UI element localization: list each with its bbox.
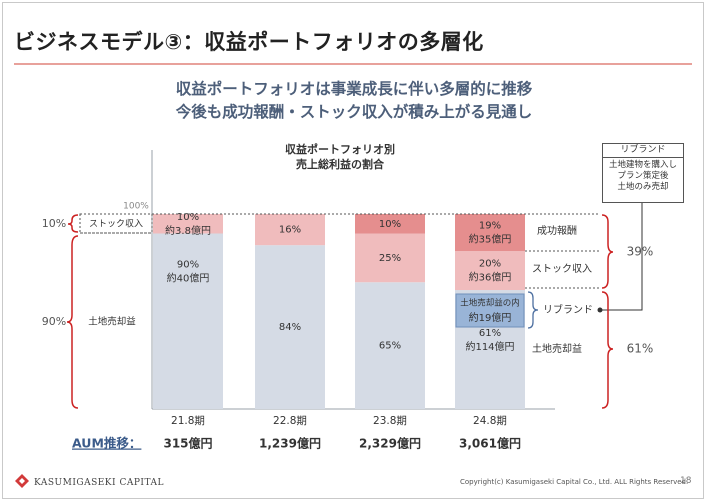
land-sale-segment-label: 65% xyxy=(379,341,401,352)
x-tick-label: 23.8期 xyxy=(373,415,407,427)
right-upper-pct: 39% xyxy=(627,245,654,259)
land-sale-segment-label-line-2: 約40億円 xyxy=(167,272,210,285)
rebrand-inner-box xyxy=(455,293,525,328)
success-fee-segment-bar xyxy=(355,214,425,234)
aum-value: 3,061億円 xyxy=(459,436,521,451)
headline-line-1: 収益ポートフォリオは事業成長に伴い多層的に推移 xyxy=(175,80,533,98)
right-stock-label: ストック収入 xyxy=(532,263,592,275)
title-underline xyxy=(14,63,692,65)
company-name: KASUMIGASEKI CAPITAL xyxy=(34,478,164,488)
stock-segment-bar xyxy=(455,251,525,291)
x-tick-label: 22.8期 xyxy=(273,415,307,427)
chart-title-line-1: 収益ポートフォリオ別 xyxy=(285,143,395,156)
rebrand-note-line-1: 土地建物を購入し xyxy=(608,160,677,170)
stock-segment-bar xyxy=(255,214,325,246)
aum-value: 1,239億円 xyxy=(259,436,321,451)
copyright-text: Copyright(c) Kasumigaseki Capital Co., L… xyxy=(460,478,689,486)
success-fee-segment-bar xyxy=(455,214,525,252)
stock-segment-label-line-1: 10% xyxy=(177,212,199,223)
rebrand-brace xyxy=(527,291,539,329)
left-land-label: 土地売却益 xyxy=(88,316,136,328)
success-fee-segment-label: 10% xyxy=(379,219,401,230)
aum-value: 315億円 xyxy=(163,436,212,451)
rebrand-inner-label-1: 土地売却益の内 xyxy=(460,298,520,309)
stock-segment-bar xyxy=(355,233,425,283)
right-brace-lower xyxy=(601,291,614,409)
success-fee-segment-label-line-1: 19% xyxy=(479,221,501,232)
right-lower-pct: 61% xyxy=(627,342,654,356)
rebrand-note-title: リブランド xyxy=(603,143,683,158)
company-logo-icon xyxy=(15,474,29,488)
rebrand-note-line-3: 土地のみ売却 xyxy=(617,182,669,192)
right-rebrand-label: リブランド xyxy=(543,303,593,316)
left-stock-label: ストック収入 xyxy=(89,218,143,230)
land-sale-segment-label-line-1: 61% xyxy=(479,328,501,339)
stock-segment-bar xyxy=(153,214,223,234)
aum-label: AUM推移： xyxy=(72,436,141,451)
rebrand-inner-label-2: 約19億円 xyxy=(469,311,512,324)
left-land-pct: 90% xyxy=(42,315,66,328)
slide-frame xyxy=(2,2,704,499)
stock-segment-label-line-1: 20% xyxy=(479,259,501,270)
left-stock-pct: 10% xyxy=(42,217,66,230)
stock-segment-label: 16% xyxy=(279,225,301,236)
stock-segment-label: 25% xyxy=(379,253,401,264)
chart-title: 収益ポートフォリオ別 売上総利益の割合 xyxy=(250,142,430,172)
left-brace-stock xyxy=(67,214,79,233)
page-number: 18 xyxy=(680,476,692,486)
stock-segment-label-line-2: 約3.8億円 xyxy=(165,224,211,237)
x-tick-label: 21.8期 xyxy=(171,415,205,427)
right-success-label: 成功報酬 xyxy=(537,225,577,237)
rebrand-note-line-2: プラン策定後 xyxy=(617,171,669,181)
left-brace-land xyxy=(66,235,79,409)
land-sale-segment-label: 84% xyxy=(279,322,301,333)
right-brace-upper xyxy=(601,214,614,289)
land-sale-segment-label-line-1: 90% xyxy=(177,260,199,271)
stock-segment-label-line-2: 約36億円 xyxy=(469,271,512,284)
headline-line-2: 今後も成功報酬・ストック収入が積み上がる見通し xyxy=(175,103,533,121)
stock-legend-box xyxy=(79,213,153,234)
slide-title: ビジネスモデル③：収益ポートフォリオの多層化 xyxy=(14,30,484,54)
aum-value: 2,329億円 xyxy=(359,436,421,451)
land-sale-segment-bar xyxy=(255,245,325,409)
rebrand-note-body: 土地建物を購入し プラン策定後 土地のみ売却 xyxy=(603,160,683,193)
right-land-label: 土地売却益 xyxy=(532,342,582,355)
land-sale-segment-label-line-2: 約114億円 xyxy=(465,340,514,353)
chart-title-line-2: 売上総利益の割合 xyxy=(296,158,384,171)
x-tick-label: 24.8期 xyxy=(473,415,507,427)
success-fee-segment-label-line-2: 約35億円 xyxy=(469,233,512,246)
land-sale-segment-bar xyxy=(153,233,223,409)
rebrand-note-box: リブランド 土地建物を購入し プラン策定後 土地のみ売却 xyxy=(602,143,684,203)
rebrand-connector-line xyxy=(600,203,643,311)
y-axis-top-label: 100% xyxy=(123,202,149,212)
land-sale-segment-bar xyxy=(355,282,425,409)
